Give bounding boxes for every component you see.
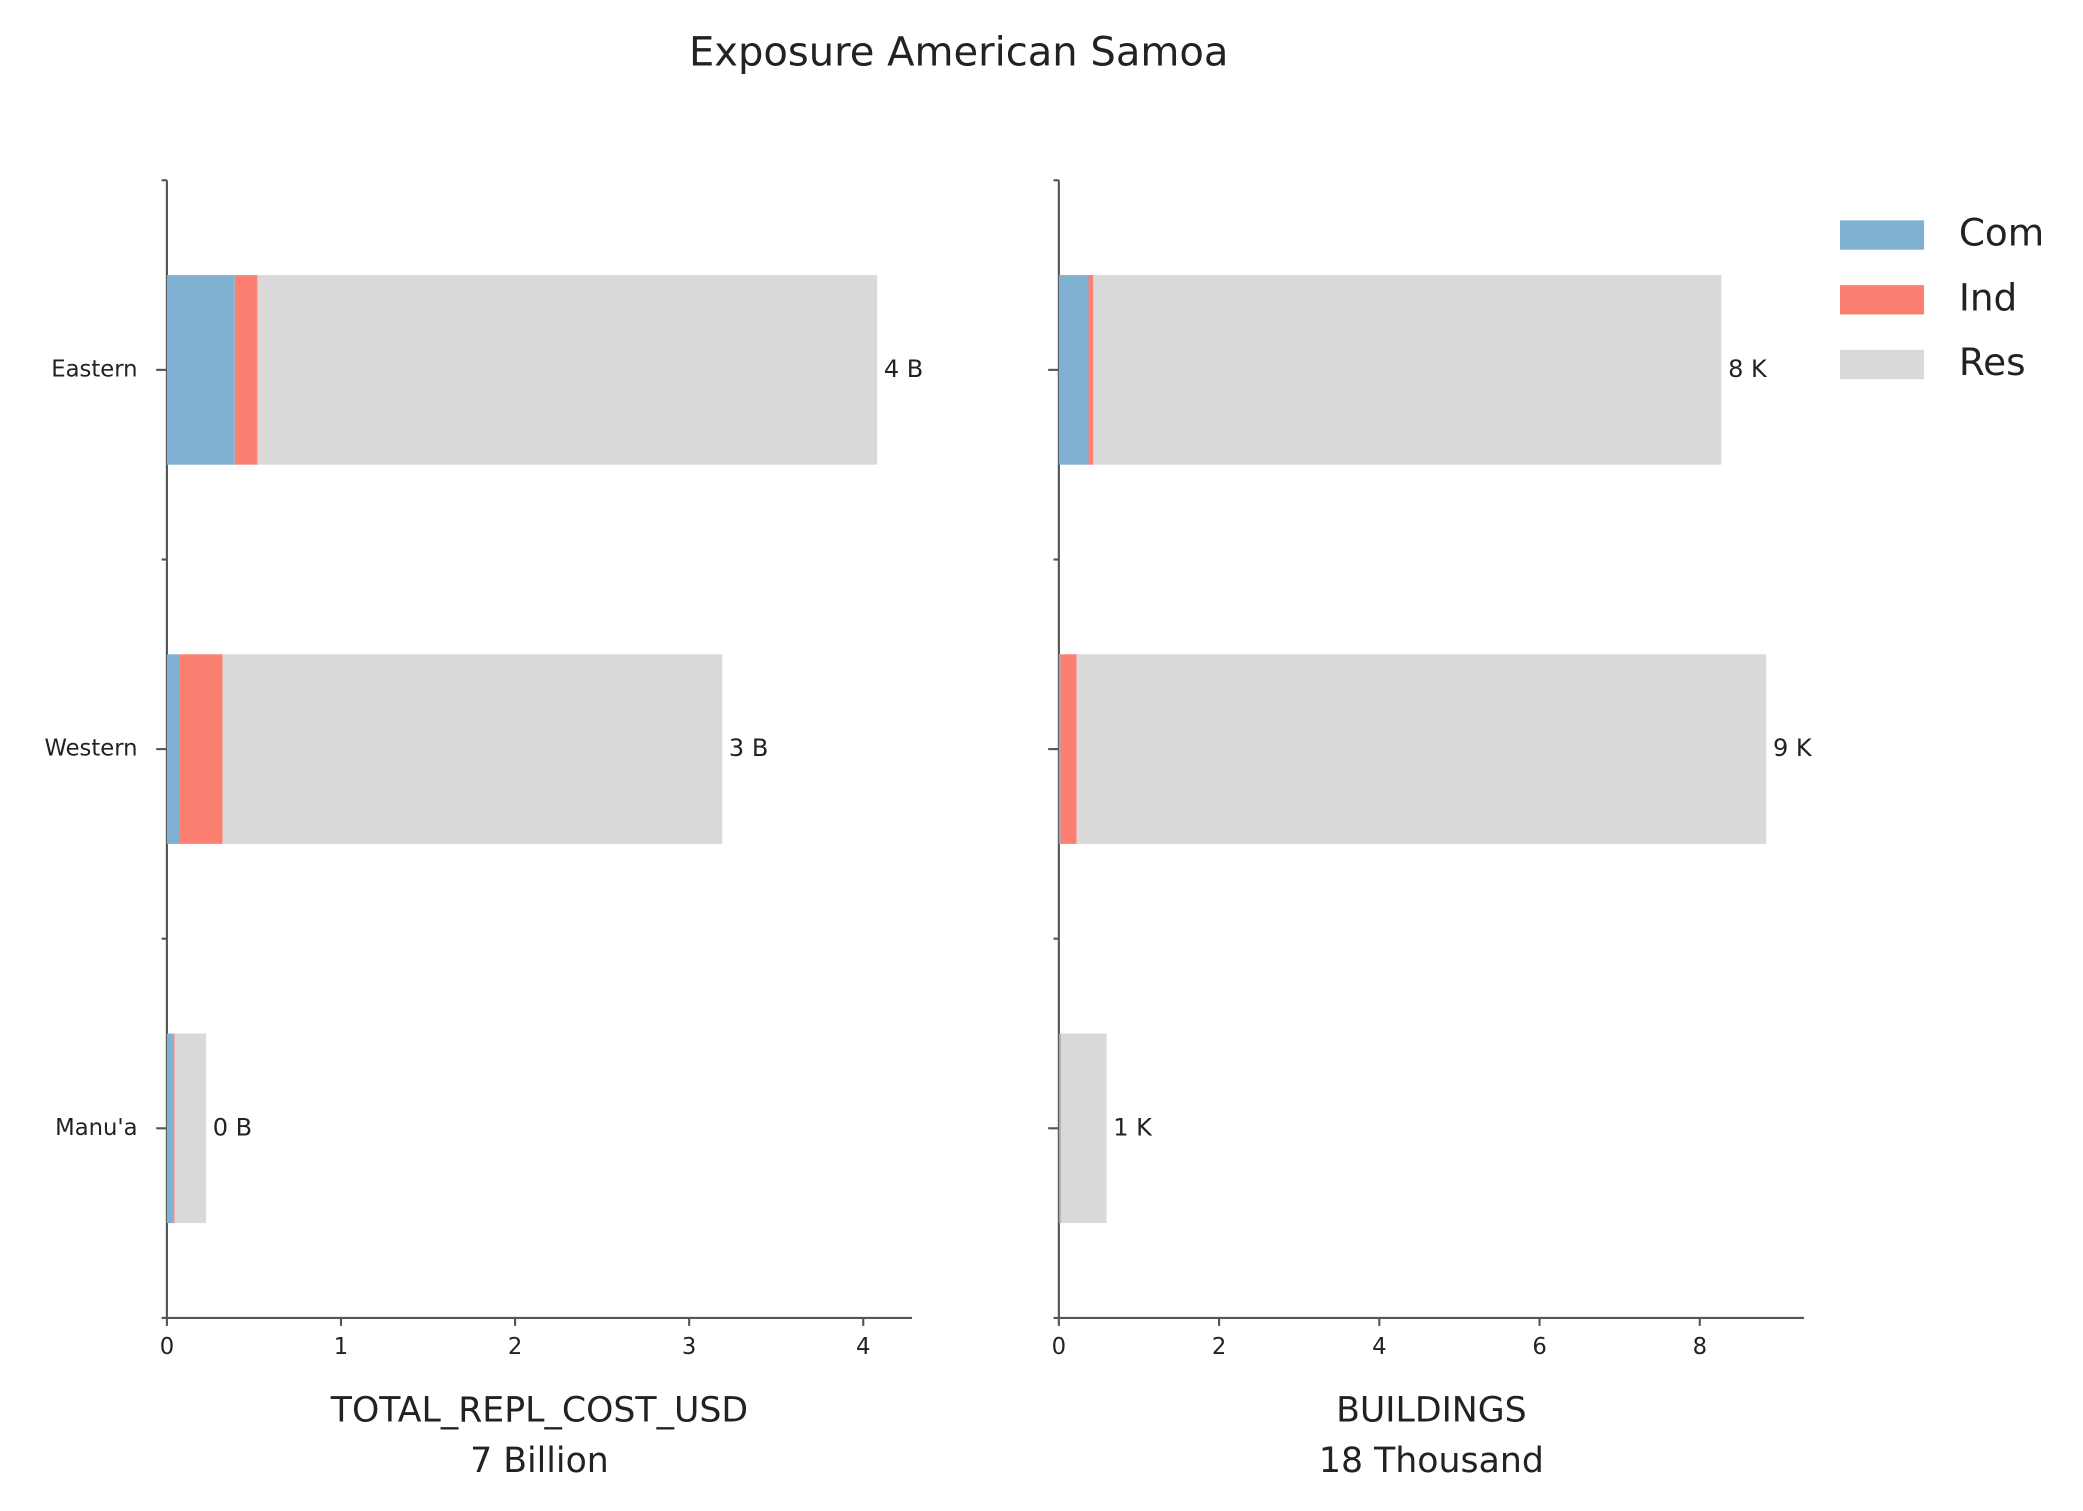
- bar-segment: [1060, 654, 1077, 844]
- bar-segment: [1093, 275, 1722, 465]
- total-label: 3 B: [729, 734, 768, 762]
- legend-swatch: [1839, 349, 1925, 380]
- x-tick-label: 3: [682, 1334, 696, 1360]
- legend-swatch: [1839, 220, 1925, 250]
- x-tick-label: 4: [1372, 1334, 1386, 1360]
- x-axis-label: TOTAL_REPL_COST_USD: [330, 1390, 748, 1430]
- bar-segment: [222, 654, 723, 844]
- x-tick-label: 6: [1532, 1334, 1546, 1360]
- legend-label: Com: [1959, 211, 2044, 255]
- total-label: 9 K: [1773, 734, 1813, 762]
- x-tick-label: 2: [508, 1334, 522, 1360]
- x-tick-label: 2: [1212, 1334, 1226, 1360]
- bar-segment: [166, 1033, 174, 1224]
- bar-segment: [174, 1033, 207, 1224]
- y-tick-label: Eastern: [51, 356, 137, 382]
- bar-segment: [1076, 654, 1767, 844]
- x-tick-label: 0: [160, 1334, 174, 1360]
- x-axis-label: 7 Billion: [470, 1441, 609, 1481]
- figure-title: Exposure American Samoa: [689, 30, 1228, 76]
- legend-label: Ind: [1959, 275, 2017, 319]
- bar-segment: [257, 275, 878, 465]
- y-tick-label: Western: [44, 736, 137, 762]
- x-axis-label: 18 Thousand: [1319, 1441, 1544, 1481]
- total-label: 8 K: [1728, 355, 1768, 383]
- x-tick-label: 8: [1693, 1334, 1707, 1360]
- bar-segment: [1058, 1033, 1061, 1224]
- bar-segment: [166, 654, 180, 844]
- bar-segment: [1060, 1033, 1107, 1224]
- total-label: 1 K: [1113, 1113, 1153, 1141]
- x-tick-label: 1: [334, 1334, 348, 1360]
- bar-segment: [166, 275, 235, 465]
- x-axis-label: BUILDINGS: [1336, 1390, 1527, 1430]
- legend-label: Res: [1959, 340, 2026, 384]
- bar-segment: [234, 275, 258, 465]
- x-tick-label: 4: [856, 1334, 870, 1360]
- legend-swatch: [1839, 285, 1925, 315]
- bar-segment: [1058, 654, 1061, 844]
- total-label: 4 B: [884, 355, 923, 383]
- bar-segment: [1058, 275, 1089, 465]
- bar-segment: [1088, 275, 1094, 465]
- bar-segment: [173, 1033, 175, 1224]
- y-tick-label: Manu'a: [55, 1115, 137, 1141]
- bar-segment: [179, 654, 223, 844]
- total-label: 0 B: [213, 1113, 252, 1141]
- x-tick-label: 0: [1052, 1334, 1066, 1360]
